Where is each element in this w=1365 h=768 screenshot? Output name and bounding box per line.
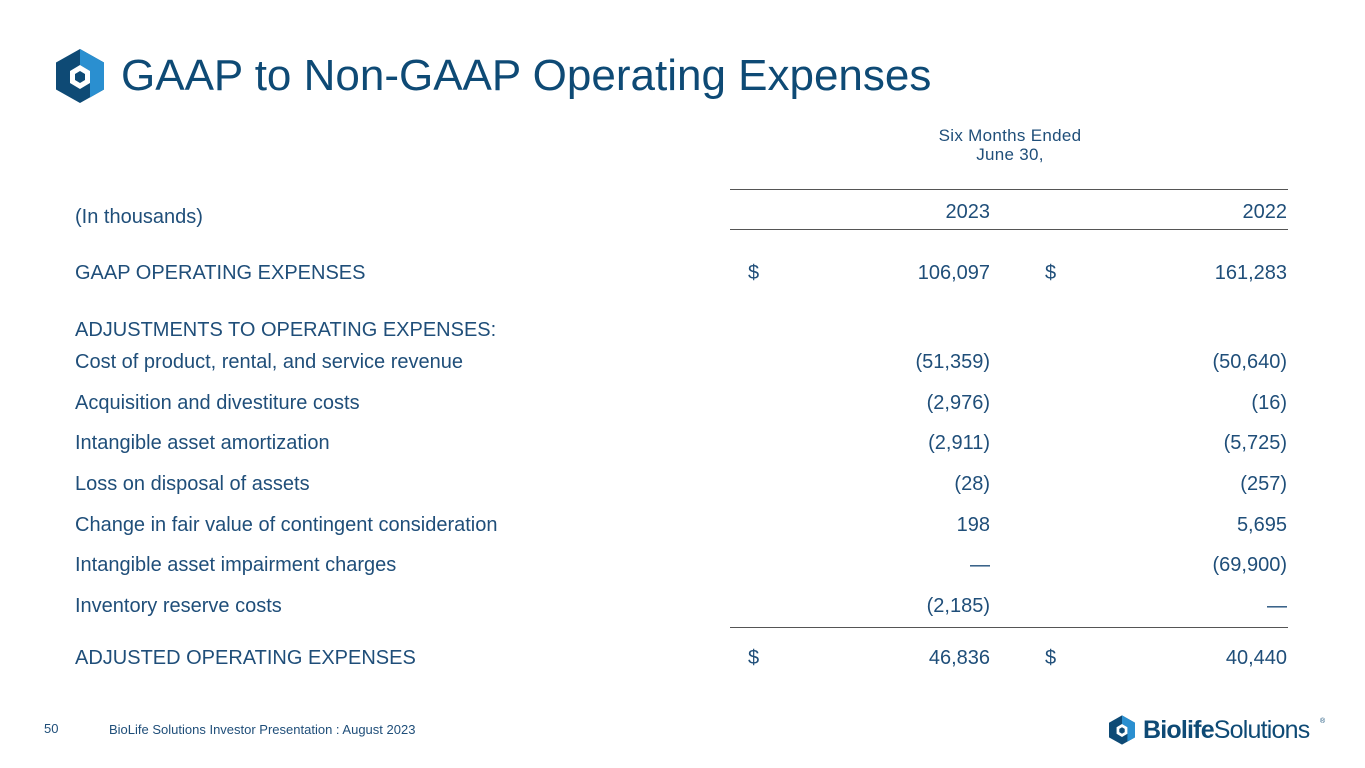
header-top-rule xyxy=(730,189,1288,190)
adjustment-row-2023: (2,185) xyxy=(926,595,990,617)
biolife-hex-logo-icon xyxy=(56,49,104,103)
adjusted-2023-value: 46,836 xyxy=(928,647,990,669)
adjustment-row-2022: (257) xyxy=(1240,473,1287,495)
adjustment-row-2022: (5,725) xyxy=(1223,432,1287,454)
adjustment-row-2023: (28) xyxy=(954,473,990,495)
period-header: Six Months Ended June 30, xyxy=(860,126,1160,164)
adjustment-row-2023: (2,976) xyxy=(926,392,990,414)
page-number: 50 xyxy=(44,721,59,736)
registered-mark: ® xyxy=(1320,718,1326,725)
column-header-2022: 2022 xyxy=(1242,201,1288,223)
gaap-2023-value: 106,097 xyxy=(917,262,990,284)
adjustment-row-label: Loss on disposal of assets xyxy=(75,473,310,495)
period-line-1: Six Months Ended xyxy=(938,126,1082,145)
adjustment-row-label: Intangible asset impairment charges xyxy=(75,554,397,576)
adjustment-row-2022: (69,900) xyxy=(1212,554,1288,576)
adjustment-row-2023: (51,359) xyxy=(915,351,991,373)
brand-logo-wordmark: BiolifeSolutions xyxy=(1143,714,1310,746)
brand-name-part1: Biolife xyxy=(1143,716,1215,744)
adjustment-row-label: Inventory reserve costs xyxy=(75,595,282,617)
column-header-2023: 2023 xyxy=(945,201,991,223)
page-title: GAAP to Non-GAAP Operating Expenses xyxy=(121,51,932,100)
adjustment-row-2022: (16) xyxy=(1251,392,1287,414)
adjustments-heading: ADJUSTMENTS TO OPERATING EXPENSES: xyxy=(75,319,497,341)
gaap-2022-value: 161,283 xyxy=(1214,262,1287,284)
adjustment-row-2022: — xyxy=(1267,595,1287,617)
gaap-2023-currency: $ xyxy=(748,262,760,284)
footer-text: BioLife Solutions Investor Presentation … xyxy=(109,722,416,737)
brand-name-part2: Solutions xyxy=(1213,716,1310,744)
adjustment-row-label: Cost of product, rental, and service rev… xyxy=(75,351,463,373)
adjustment-row-label: Intangible asset amortization xyxy=(75,432,330,454)
gaap-row-label: GAAP OPERATING EXPENSES xyxy=(75,262,366,284)
units-label: (In thousands) xyxy=(75,206,203,228)
adjustment-row-2022: (50,640) xyxy=(1212,351,1288,373)
brand-hex-icon xyxy=(1109,715,1135,745)
total-rule xyxy=(730,627,1288,628)
gaap-2022-currency: $ xyxy=(1045,262,1057,284)
adjustment-row-label: Acquisition and divestiture costs xyxy=(75,392,360,414)
header-bottom-rule xyxy=(730,229,1288,230)
adjustment-row-label: Change in fair value of contingent consi… xyxy=(75,514,498,536)
adjustment-row-2023: 198 xyxy=(956,514,990,536)
period-line-2: June 30, xyxy=(976,145,1044,164)
adjustment-row-2022: 5,695 xyxy=(1236,514,1287,536)
adjusted-row-label: ADJUSTED OPERATING EXPENSES xyxy=(75,647,416,669)
adjustment-row-2023: (2,911) xyxy=(928,432,990,454)
adjusted-2023-currency: $ xyxy=(748,647,760,669)
adjustment-row-2023: — xyxy=(970,554,990,576)
adjusted-2022-currency: $ xyxy=(1045,647,1057,669)
adjusted-2022-value: 40,440 xyxy=(1225,647,1287,669)
